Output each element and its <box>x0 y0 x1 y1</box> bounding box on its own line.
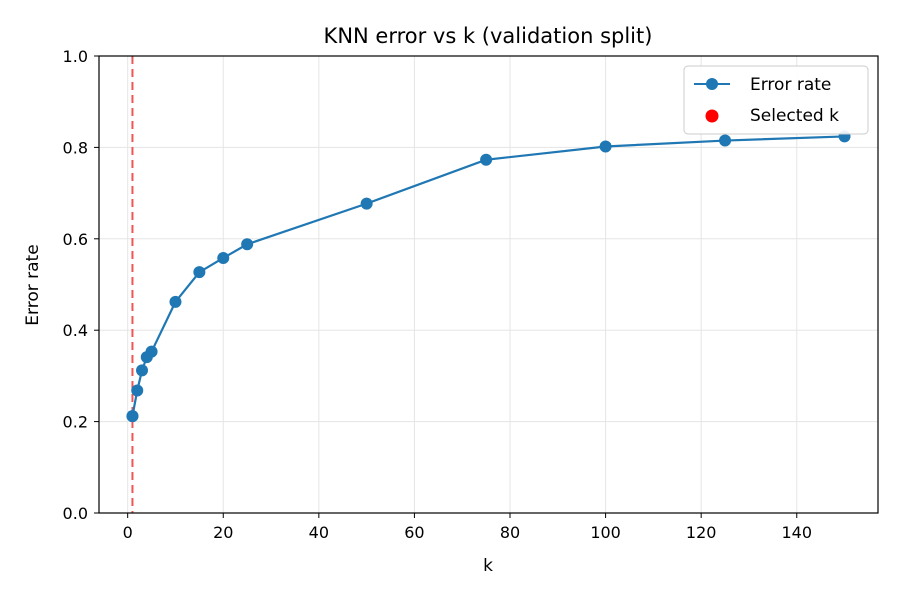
selected-k-marker <box>126 410 139 423</box>
legend-error-rate-label: Error rate <box>750 75 831 95</box>
x-tick-label: 120 <box>686 523 717 542</box>
y-tick-label: 0.6 <box>63 230 88 249</box>
y-tick-label: 0.0 <box>63 504 88 523</box>
data-point <box>217 251 230 264</box>
legend-error-rate-marker <box>706 78 718 90</box>
x-tick-label: 60 <box>404 523 424 542</box>
data-point <box>241 238 254 251</box>
x-tick-label: 80 <box>500 523 520 542</box>
data-point <box>145 345 158 358</box>
y-tick-label: 1.0 <box>63 47 88 66</box>
x-tick-label: 140 <box>781 523 812 542</box>
x-tick-label: 0 <box>123 523 133 542</box>
legend-selected-k-marker <box>705 109 719 123</box>
plot-frame <box>98 55 879 514</box>
legend: Error rate Selected k <box>683 65 869 135</box>
data-point <box>131 384 144 397</box>
chart-title: KNN error vs k (validation split) <box>324 24 653 48</box>
selected-k-marker-group <box>126 410 139 423</box>
y-axis-ticks: 0.0 0.2 0.4 0.6 0.8 1.0 <box>63 47 99 523</box>
legend-selected-k-label: Selected k <box>750 106 839 126</box>
x-axis-label: k <box>483 556 493 576</box>
x-tick-label: 20 <box>213 523 233 542</box>
y-tick-label: 0.8 <box>63 138 88 157</box>
data-point <box>719 134 732 147</box>
y-tick-label: 0.4 <box>63 321 88 340</box>
y-tick-label: 0.2 <box>63 413 88 432</box>
data-point <box>599 140 612 153</box>
data-point <box>136 364 149 377</box>
y-axis-label: Error rate <box>23 244 43 325</box>
data-point <box>169 295 182 308</box>
x-tick-label: 100 <box>590 523 621 542</box>
x-tick-label: 40 <box>309 523 329 542</box>
data-point <box>360 197 373 210</box>
x-axis-ticks: 0 20 40 60 80 100 120 140 <box>123 513 812 542</box>
data-point <box>480 153 493 166</box>
data-point <box>193 266 206 279</box>
